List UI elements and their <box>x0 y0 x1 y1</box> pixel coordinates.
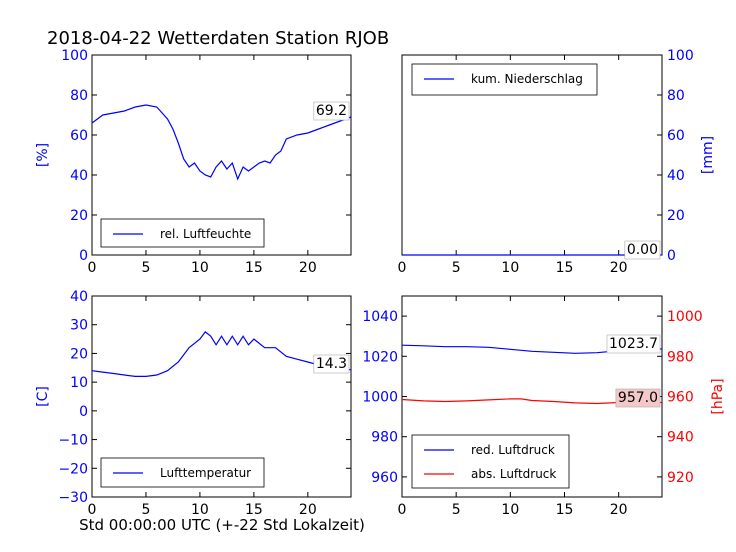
chart-precipitation-ytick-label: 80 <box>667 88 685 104</box>
chart-pressure-y2tick-label: 940 <box>667 430 694 446</box>
last-value-box <box>313 101 350 121</box>
chart-temperature-last-value: 14.3 <box>316 356 347 372</box>
chart-precipitation-xtick-label: 0 <box>398 260 407 276</box>
chart-precipitation-xtick-label: 10 <box>501 260 519 276</box>
chart-temperature-series-line-0 <box>91 331 352 377</box>
chart-precipitation-ytick-label: 40 <box>667 168 685 184</box>
chart-temperature-ytick-label: −20 <box>58 461 88 477</box>
chart-temperature-ytick-label: 40 <box>70 289 88 305</box>
chart-pressure-ytick-label: 1020 <box>362 349 398 365</box>
chart-temperature-ylabel: [C] <box>35 386 51 407</box>
chart-pressure-legend-label: red. Luftdruck <box>471 443 555 457</box>
chart-humidity-series-line-0 <box>91 104 352 181</box>
chart-precipitation-xtick-label: 20 <box>610 260 628 276</box>
chart-precipitation-xtick-label: 5 <box>452 260 461 276</box>
chart-temperature-ytick-label: 10 <box>70 375 88 391</box>
chart-humidity-xtick-label: 20 <box>299 260 317 276</box>
chart-precipitation-ytick-label: 100 <box>667 48 694 64</box>
chart-temperature-ytick-label: 30 <box>70 318 88 334</box>
chart-pressure-series-line-1 <box>401 398 663 405</box>
chart-temperature-ytick-label: −10 <box>58 433 88 449</box>
chart-pressure-ytick-label: 980 <box>371 430 398 446</box>
last-value-box <box>624 240 661 260</box>
chart-pressure-xtick-label: 5 <box>452 502 461 518</box>
chart-pressure-xtick-label: 20 <box>610 502 628 518</box>
chart-humidity-ytick-label: 80 <box>70 88 88 104</box>
chart-temperature-ytick-label: −30 <box>58 490 88 506</box>
chart-temperature-legend-label: Lufttemperatur <box>160 466 251 480</box>
figure-title: 2018-04-22 Wetterdaten Station RJOB <box>47 28 389 49</box>
chart-humidity-xtick-label: 10 <box>191 260 209 276</box>
chart-humidity-ytick-label: 0 <box>79 248 88 264</box>
chart-humidity-ylabel: [%] <box>35 143 51 167</box>
chart-pressure-ytick-label: 1000 <box>362 390 398 406</box>
chart-pressure-legend-box <box>411 434 570 489</box>
chart-precipitation-ytick-label: 20 <box>667 208 685 224</box>
chart-pressure-xtick-label: 0 <box>398 502 407 518</box>
chart-humidity-last-value: 69.2 <box>316 103 347 119</box>
chart-temperature-xtick-label: 20 <box>299 502 317 518</box>
chart-temperature-xtick-label: 0 <box>88 502 97 518</box>
last-value-box <box>606 334 661 354</box>
last-value-box <box>615 388 661 408</box>
chart-humidity-ytick-label: 60 <box>70 128 88 144</box>
chart-humidity-legend-label: rel. Luftfeuchte <box>160 227 251 241</box>
chart-pressure-ylabel-right: [hPa] <box>710 378 726 414</box>
chart-precipitation-last-value: 0.00 <box>627 242 658 258</box>
chart-pressure-legend-label: abs. Luftdruck <box>471 467 556 481</box>
chart-humidity-xtick-label: 5 <box>141 260 150 276</box>
chart-humidity-ytick-label: 40 <box>70 168 88 184</box>
last-value-box <box>313 354 350 374</box>
chart-pressure-y2tick-label: 980 <box>667 349 694 365</box>
chart-precipitation-ytick-label: 0 <box>667 248 676 264</box>
chart-humidity-legend-box <box>100 218 265 248</box>
chart-pressure-last-value: 1023.7 <box>609 336 658 352</box>
chart-temperature-ytick-label: 20 <box>70 346 88 362</box>
chart-pressure-y2tick-label: 920 <box>667 470 694 486</box>
chart-pressure-y2tick-label: 960 <box>667 390 694 406</box>
chart-humidity-xtick-label: 15 <box>245 260 263 276</box>
chart-humidity-ytick-label: 20 <box>70 208 88 224</box>
chart-precipitation-legend-label: kum. Niederschlag <box>471 72 583 86</box>
chart-pressure-ytick-label: 1040 <box>362 309 398 325</box>
chart-temperature-xtick-label: 5 <box>141 502 150 518</box>
chart-temperature-xtick-label: 15 <box>245 502 263 518</box>
chart-pressure-ytick-label: 960 <box>371 470 398 486</box>
chart-temperature-xtick-label: 10 <box>191 502 209 518</box>
chart-humidity-ytick-label: 100 <box>61 48 88 64</box>
chart-precipitation-ytick-label: 60 <box>667 128 685 144</box>
chart-temperature-xlabel: Std 00:00:00 UTC (+-22 Std Lokalzeit) <box>79 516 365 534</box>
chart-precipitation-xtick-label: 15 <box>556 260 574 276</box>
chart-pressure-xtick-label: 15 <box>556 502 574 518</box>
chart-pressure-xtick-label: 10 <box>501 502 519 518</box>
chart-temperature-ytick-label: 0 <box>79 404 88 420</box>
chart-pressure-y2tick-label: 1000 <box>667 309 703 325</box>
chart-pressure-last-value-2: 957.0 <box>618 390 658 406</box>
chart-humidity-xtick-label: 0 <box>88 260 97 276</box>
chart-precipitation-ylabel: [mm] <box>700 136 716 174</box>
